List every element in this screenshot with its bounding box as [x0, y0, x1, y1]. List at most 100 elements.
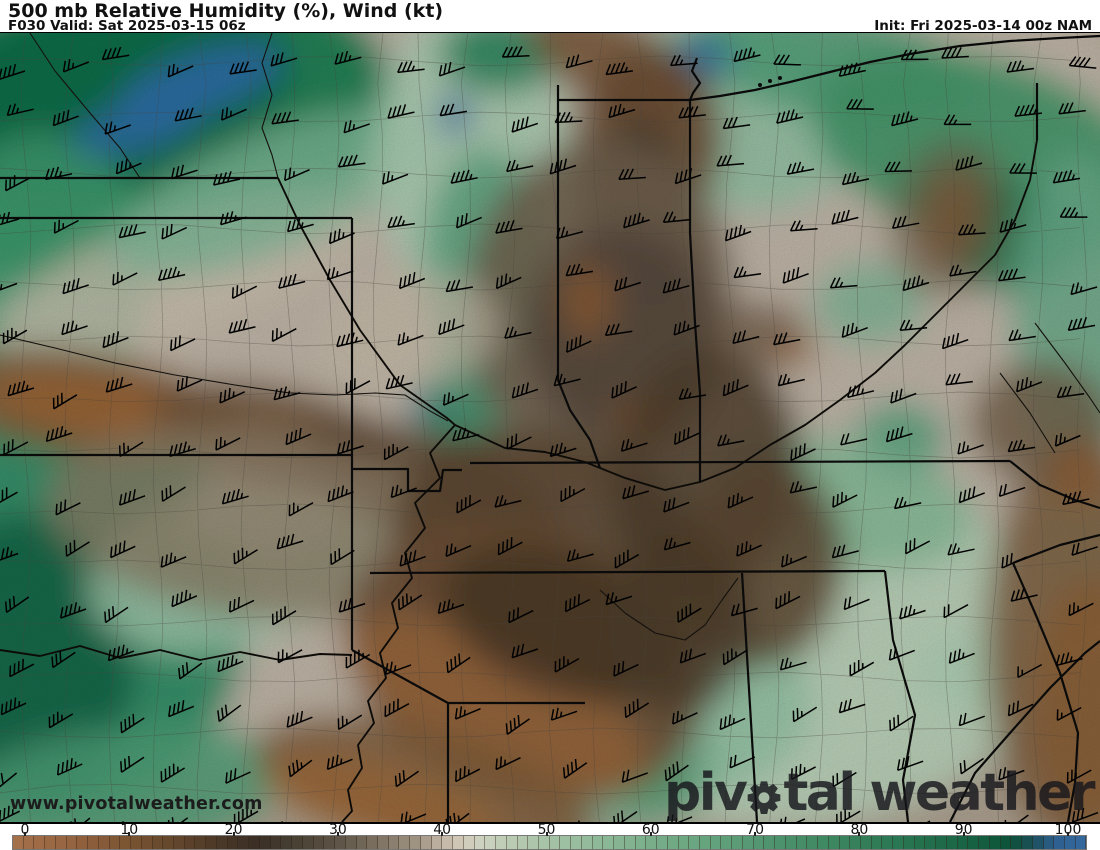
colorbar-tick-mark: [24, 832, 26, 836]
colorbar-segment: [1011, 836, 1023, 849]
colorbar-segment: [356, 836, 368, 849]
colorbar-tick-label: 0: [20, 822, 30, 838]
colorbar-segment: [614, 836, 625, 849]
colorbar-segment: [828, 836, 840, 849]
colorbar-segment: [442, 836, 454, 849]
colorbar-segment: [785, 836, 797, 849]
colorbar-segment: [302, 836, 314, 849]
colorbar-segment: [549, 836, 561, 849]
colorbar-segment: [903, 836, 915, 849]
colorbar-segment: [700, 836, 711, 849]
colorbar-segment: [989, 836, 1001, 849]
colorbar-segment: [66, 836, 78, 849]
colorbar-segment: [216, 836, 228, 849]
colorbar-segment: [270, 836, 282, 849]
init-time-label: Init: Fri 2025-03-14 00z NAM: [874, 18, 1092, 34]
colorbar-segment: [581, 836, 593, 849]
colorbar-segment: [259, 836, 271, 849]
colorbar-segment: [109, 836, 121, 849]
colorbar-segment: [560, 836, 572, 849]
colorbar-segment: [624, 836, 636, 849]
colorbar-tick-label: 60: [641, 822, 660, 838]
colorbar-tick-mark: [336, 832, 339, 836]
colorbar-segment: [163, 836, 175, 849]
colorbar-segment: [1064, 836, 1076, 849]
colorbar-segment: [13, 836, 24, 849]
colorbar-segment: [936, 836, 947, 849]
colorbar-segment: [753, 836, 765, 849]
logo-text-part2: tal weather: [783, 762, 1095, 823]
colorbar-segment: [249, 836, 260, 849]
colorbar-segment: [732, 836, 743, 849]
colorbar-segment: [957, 836, 969, 849]
colorbar-segment: [839, 836, 851, 849]
colorbar-segment: [807, 836, 819, 849]
colorbar-tick-label: 90: [954, 822, 973, 838]
colorbar-segment: [324, 836, 336, 849]
colorbar-segment: [453, 836, 464, 849]
colorbar-segment: [1022, 836, 1033, 849]
colorbar-segment: [1000, 836, 1012, 849]
colorbar-segment: [571, 836, 582, 849]
colorbar-tick-label: 100: [1054, 822, 1082, 838]
colorbar-segment: [335, 836, 346, 849]
colorbar-segment: [742, 836, 754, 849]
colorbar-segment: [45, 836, 56, 849]
colorbar-segment: [968, 836, 980, 849]
weather-map: www.pivotalweather.com piv tal weather: [0, 33, 1100, 822]
colorbar-segment: [377, 836, 389, 849]
colorbar-segment: [678, 836, 690, 849]
colorbar-gradient: [12, 835, 1087, 850]
colorbar-segment: [517, 836, 529, 849]
colorbar-segment: [721, 836, 733, 849]
colorbar-segment: [238, 836, 250, 849]
colorbar-segment: [893, 836, 904, 849]
colorbar-tick-mark: [858, 832, 861, 836]
colorbar-segment: [946, 836, 958, 849]
colorbar-segment: [55, 836, 67, 849]
colorbar-tick-mark: [1067, 832, 1069, 836]
colorbar-segment: [603, 836, 615, 849]
colorbar-segment: [1075, 836, 1087, 849]
colorbar-segment: [667, 836, 679, 849]
colorbar-segment: [689, 836, 700, 849]
page-title: 500 mb Relative Humidity (%), Wind (kt): [8, 0, 444, 22]
colorbar-segment: [710, 836, 722, 849]
colorbar-segment: [592, 836, 604, 849]
colorbar-tick-label: 10: [120, 822, 139, 838]
colorbar-segment: [463, 836, 475, 849]
colorbar-segment: [635, 836, 647, 849]
colorbar-segment: [195, 836, 207, 849]
colorbar-segment: [98, 836, 110, 849]
colorbar-segment: [914, 836, 926, 849]
colorbar-segment: [388, 836, 400, 849]
colorbar-segment: [420, 836, 432, 849]
colorbar-segment: [399, 836, 411, 849]
colorbar-segment: [131, 836, 142, 849]
colorbar-segment: [871, 836, 883, 849]
colorbar-segment: [206, 836, 217, 849]
colorbar-segment: [88, 836, 99, 849]
colorbar: 0 10 20 30 40 50 60 70 80 90 100: [0, 822, 1100, 850]
colorbar-tick-label: 70: [746, 822, 765, 838]
colorbar-segment: [410, 836, 421, 849]
colorbar-segment: [538, 836, 550, 849]
colorbar-segment: [646, 836, 658, 849]
colorbar-segment: [796, 836, 808, 849]
colorbar-tick-label: 80: [850, 822, 869, 838]
colorbar-segment: [431, 836, 443, 849]
colorbar-segment: [861, 836, 872, 849]
colorbar-segment: [23, 836, 35, 849]
colorbar-tick-mark: [128, 832, 131, 836]
colorbar-segment: [345, 836, 357, 849]
colorbar-segment: [120, 836, 132, 849]
colorbar-segment: [174, 836, 185, 849]
pivotal-weather-logo: piv tal weather: [663, 762, 1096, 823]
logo-text-part1: piv: [663, 762, 748, 823]
watermark-url: www.pivotalweather.com: [10, 794, 263, 814]
colorbar-segment: [77, 836, 89, 849]
colorbar-tick-label: 40: [433, 822, 452, 838]
header-bar: 500 mb Relative Humidity (%), Wind (kt) …: [0, 0, 1100, 34]
gear-icon: [748, 781, 781, 815]
